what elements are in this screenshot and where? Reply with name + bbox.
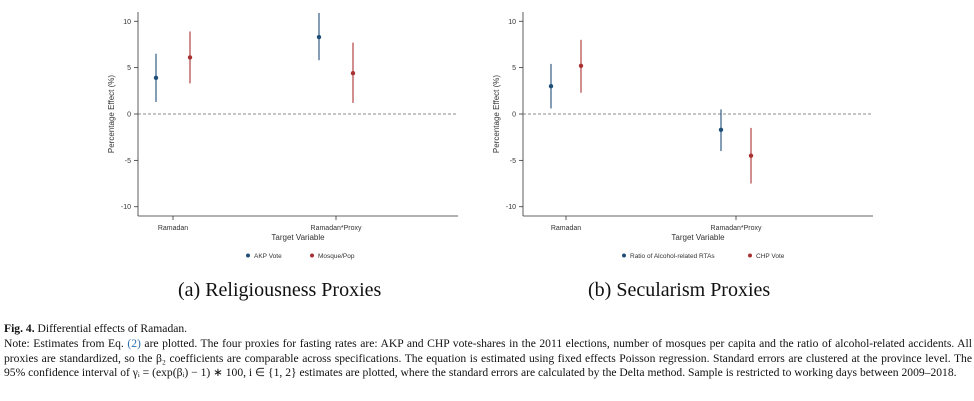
y-tick-label: -5 (510, 158, 516, 165)
figure-title-line: Fig. 4. Differential effects of Ramadan. (4, 322, 972, 336)
legend-marker (246, 253, 250, 258)
x-tick-label: Ramadan*Proxy (711, 225, 762, 232)
data-point (748, 153, 754, 158)
figure-title: Differential effects of Ramadan. (37, 322, 188, 335)
data-point (548, 83, 554, 89)
y-tick-label: -10 (506, 204, 516, 211)
y-axis-label: Percentage Effect (%) (107, 75, 116, 153)
legend-label: Mosque/Pop (318, 253, 355, 260)
y-tick-label: 10 (508, 19, 516, 26)
y-tick-label: -5 (125, 158, 131, 165)
subcaption-b: (b) Secularism Proxies (588, 279, 771, 301)
y-tick-label: 10 (123, 19, 131, 26)
x-tick-label: Ramadan (158, 225, 188, 232)
y-tick-label: -10 (121, 204, 131, 211)
data-point (718, 127, 724, 132)
data-point (316, 34, 322, 40)
legend-marker (748, 253, 752, 258)
figure-note: Note: Estimates from Eq. (2) are plotted… (4, 337, 972, 380)
figure-label: Fig. 4. (4, 322, 35, 335)
data-point (153, 75, 159, 81)
data-point (187, 55, 193, 60)
x-tick-label: Ramadan*Proxy (311, 225, 362, 232)
x-axis-label: Target Variable (671, 233, 725, 242)
legend-label: AKP Vote (254, 253, 282, 260)
data-point (578, 63, 584, 68)
y-axis-label: Percentage Effect (%) (492, 75, 501, 153)
x-tick-label: Ramadan (551, 225, 581, 232)
legend-label: CHP Vote (756, 253, 785, 260)
legend-marker (310, 253, 314, 258)
y-tick-label: 0 (512, 112, 516, 119)
y-tick-label: 0 (127, 112, 131, 119)
data-point (350, 71, 356, 76)
legend-label: Ratio of Alcohol-related RTAs (630, 253, 715, 260)
y-tick-label: 5 (512, 65, 516, 72)
subcaption-a: (a) Religiousness Proxies (178, 279, 382, 301)
figure-caption: Fig. 4. Differential effects of Ramadan.… (4, 322, 972, 381)
x-axis-label: Target Variable (271, 233, 325, 242)
figure-note-prefix: Note: Estimates from Eq. (4, 337, 124, 351)
equation-reference-link[interactable]: (2) (127, 337, 141, 351)
y-tick-label: 5 (127, 65, 131, 72)
figure-note-body: are plotted. The four proxies for fastin… (4, 337, 972, 380)
legend-marker (622, 253, 626, 258)
